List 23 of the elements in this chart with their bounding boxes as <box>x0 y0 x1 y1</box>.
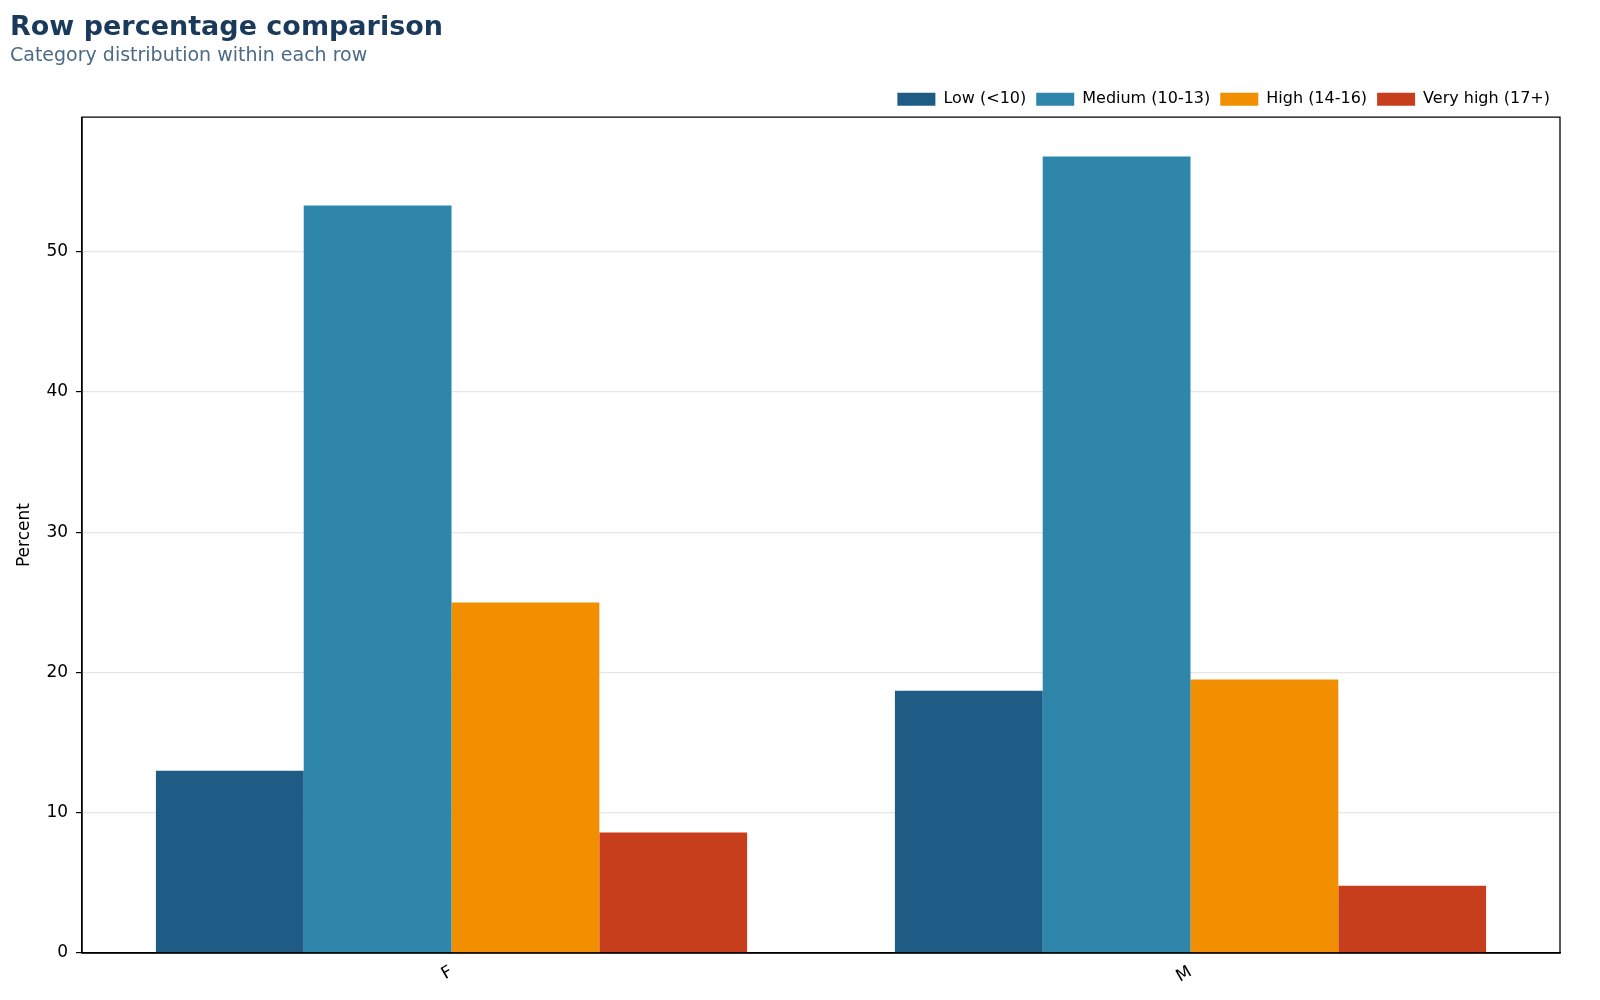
chart-title: Row percentage comparison <box>10 10 443 42</box>
legend-label: Very high (17+) <box>1423 88 1551 108</box>
bar <box>451 602 600 953</box>
x-tick-label: M <box>1172 960 1195 986</box>
x-tick-label: F <box>437 960 456 984</box>
bar <box>303 205 452 953</box>
bar <box>155 770 304 953</box>
y-tick-label: 40 <box>46 380 69 401</box>
legend-label: High (14-16) <box>1266 88 1368 108</box>
bar <box>1042 156 1191 953</box>
chart-subtitle: Category distribution within each row <box>10 42 368 65</box>
legend-label: Medium (10-13) <box>1082 88 1211 108</box>
y-axis-title: Percent <box>12 502 33 568</box>
y-tick-label: 50 <box>46 240 69 261</box>
bar <box>894 690 1043 953</box>
y-tick-label: 0 <box>57 941 69 962</box>
bar <box>599 832 748 953</box>
y-tick-label: 30 <box>46 520 69 541</box>
legend-label: Low (<10) <box>943 88 1027 108</box>
bar <box>1338 885 1487 953</box>
y-tick-label: 20 <box>46 660 69 681</box>
y-tick-label: 10 <box>46 801 69 822</box>
bar <box>1190 679 1339 953</box>
